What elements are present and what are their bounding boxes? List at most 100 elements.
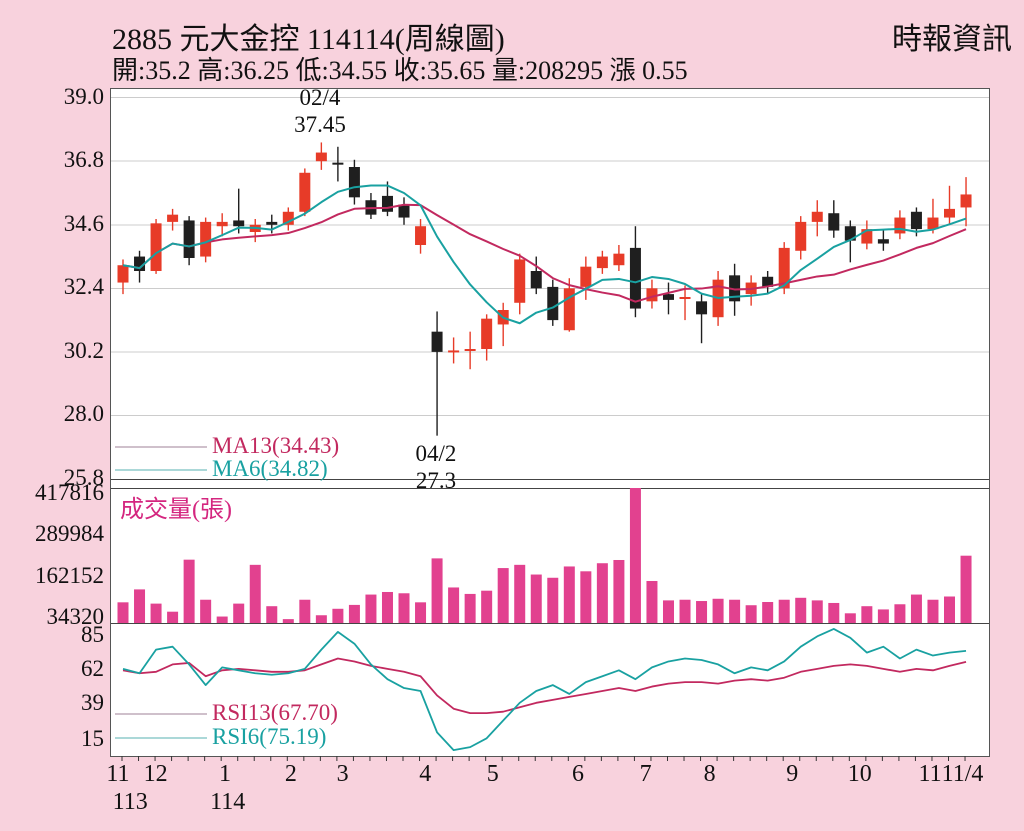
volume-bar xyxy=(877,609,889,623)
candle-body xyxy=(811,211,823,222)
volume-bar xyxy=(613,559,625,623)
candle-body xyxy=(563,288,575,331)
chart-frame xyxy=(110,88,990,757)
rsi-axis-label: 85 xyxy=(81,622,104,648)
candle-body xyxy=(944,208,955,218)
volume-bar xyxy=(696,601,708,623)
month-label: 3 xyxy=(336,761,349,787)
volume-bar xyxy=(811,600,823,623)
month-label: 9 xyxy=(786,761,799,787)
candle-body xyxy=(481,318,493,349)
high-annotation: 02/4 37.45 xyxy=(255,84,385,138)
volume-bar xyxy=(745,605,757,623)
volume-bar xyxy=(563,566,575,623)
rsi6-sample-line xyxy=(115,737,207,739)
volume-title: 成交量(張) xyxy=(120,497,232,523)
volume-bar xyxy=(646,580,658,623)
candle-body xyxy=(596,256,608,269)
volume-axis-label: 417816 xyxy=(35,480,104,505)
month-label: 2 xyxy=(284,761,297,787)
candle-body xyxy=(729,275,741,302)
volume-bar xyxy=(431,558,443,623)
candle-body xyxy=(828,213,840,231)
volume-bar xyxy=(596,563,608,623)
low-annotation-price: 27.3 xyxy=(415,468,457,493)
volume-bar xyxy=(299,599,311,623)
candle-body xyxy=(613,253,625,266)
year-label: 114 xyxy=(210,789,246,815)
ma13-legend-label: MA13(34.43) xyxy=(212,433,340,458)
candle-body xyxy=(778,247,790,289)
rsi13-line xyxy=(122,657,967,715)
volume-bar xyxy=(679,599,691,623)
candle-body xyxy=(762,276,774,287)
rsi6-legend-label: RSI6(75.19) xyxy=(212,724,327,749)
candle-body xyxy=(332,162,344,165)
volume-bar xyxy=(828,602,840,623)
candle-body xyxy=(696,301,708,315)
candlestick-volume-rsi-chart xyxy=(111,97,989,751)
ma6-line xyxy=(122,184,967,325)
chart-title: 2885 元大金控 114114(周線圖) xyxy=(112,23,505,56)
candle-body xyxy=(927,217,939,230)
rsi-axis-label: 62 xyxy=(81,656,104,682)
rsi6-line xyxy=(122,628,967,751)
ma13-sample-line xyxy=(115,446,207,448)
volume-bar xyxy=(844,613,856,623)
month-label: 11/4 xyxy=(941,761,984,787)
ma6-sample-line xyxy=(115,469,207,471)
source-label: 時報資訊 xyxy=(892,23,1012,56)
candle-body xyxy=(381,195,393,212)
weekly-tick-marks xyxy=(121,756,966,761)
price-axis-label: 36.8 xyxy=(63,147,104,173)
volume-bar xyxy=(481,590,493,623)
year-label: 113 xyxy=(112,789,148,815)
volume-bar xyxy=(348,604,360,623)
candle-body xyxy=(448,350,460,353)
volume-bar xyxy=(117,602,129,623)
volume-bar xyxy=(662,600,674,623)
candle-body xyxy=(861,229,873,244)
volume-bar xyxy=(332,608,344,623)
month-label: 11 xyxy=(918,761,942,787)
candle-body xyxy=(398,204,410,218)
low-annotation: 04/2 27.3 xyxy=(371,440,501,494)
volume-bar xyxy=(448,587,460,623)
volume-bar xyxy=(134,589,146,623)
candle-body xyxy=(464,349,476,351)
volume-bar xyxy=(629,488,641,623)
price-axis-label: 39.0 xyxy=(63,83,104,109)
candle-body xyxy=(282,211,294,225)
price-axis-label: 28.0 xyxy=(63,401,104,427)
candle-body xyxy=(514,259,526,303)
ma6-legend-label: MA6(34.82) xyxy=(212,456,328,481)
candle-body xyxy=(117,265,129,283)
volume-bar xyxy=(795,597,807,623)
candle-body xyxy=(795,221,807,251)
volume-bar xyxy=(778,599,790,623)
volume-bar xyxy=(927,599,939,623)
volume-bar xyxy=(861,606,873,623)
low-annotation-date: 04/2 xyxy=(415,441,457,466)
candle-body xyxy=(646,288,658,302)
volume-bar xyxy=(729,599,741,623)
volume-bar xyxy=(530,574,542,623)
rsi13-legend-label: RSI13(67.70) xyxy=(212,700,338,725)
price-axis-label: 34.6 xyxy=(63,210,104,236)
volume-bar xyxy=(282,619,294,623)
month-label: 5 xyxy=(486,761,499,787)
candle-body xyxy=(960,194,972,208)
candle-body xyxy=(662,294,674,300)
candle-body xyxy=(844,226,856,241)
volume-bar xyxy=(547,577,559,623)
candle-body xyxy=(233,220,245,227)
volume-bar xyxy=(712,598,724,623)
candle-body xyxy=(299,172,311,212)
volume-bar xyxy=(464,593,476,623)
candle-body xyxy=(200,221,212,257)
volume-bar xyxy=(398,593,410,623)
volume-bar xyxy=(150,603,162,623)
volume-bar xyxy=(514,564,526,623)
rsi13-sample-line xyxy=(115,713,207,715)
